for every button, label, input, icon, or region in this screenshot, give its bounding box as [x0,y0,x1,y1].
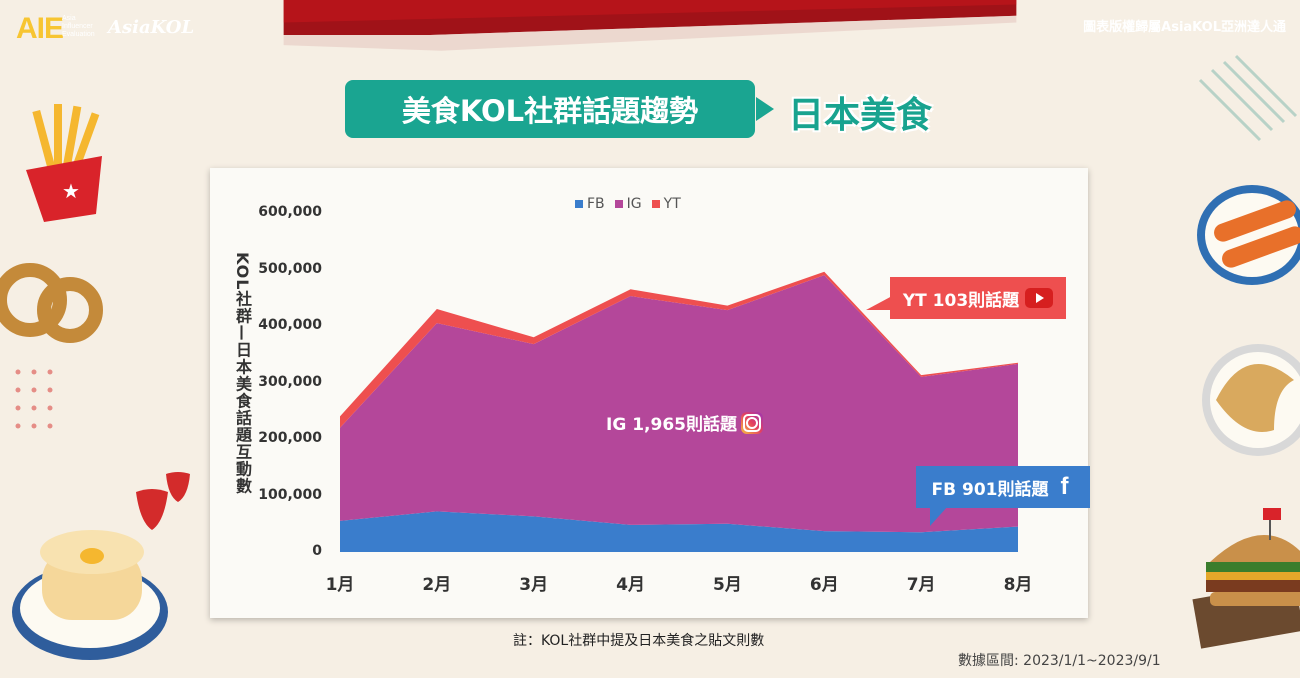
header-banner [283,0,1017,51]
facebook-icon: f [1060,473,1069,500]
yt-callout-tail [866,296,892,310]
legend-label-yt: YT [663,196,681,212]
stripe-circle-decoration [1198,54,1298,142]
y-tick-label: 300,000 [258,373,322,390]
y-tick-label: 600,000 [258,204,322,220]
x-tick-label: 4月 [616,575,645,595]
x-tick-label: 1月 [325,575,355,595]
chart-card [210,168,1088,618]
page-subtitle: 日本美食 [788,95,933,136]
x-tick-label: 7月 [906,575,936,595]
croissant-plate-icon [1202,344,1300,456]
y-tick-label: 400,000 [258,317,322,333]
fb-callout-tail [930,506,948,526]
fb-callout-text: FB 901則話題 [931,479,1049,500]
y-tick-label: 100,000 [258,486,322,503]
y-axis-label: KOL社群—日本美食話題互動數 [233,252,252,495]
youtube-icon [1025,288,1054,308]
x-tick-label: 5月 [713,575,742,595]
sausage-plate-icon [1197,185,1300,285]
instagram-icon [740,411,763,434]
copyright-text: 圖表版權歸屬AsiaKOL亞洲達人通 [1083,20,1286,35]
date-range: 數據區間: 2023/1/1~2023/9/1 [958,653,1161,669]
asiakol-logo: AsiaKOL [108,17,195,38]
x-tick-label: 2月 [422,575,452,595]
fries-icon: ★ [26,104,102,222]
ig-callout: IG 1,965則話題 [606,410,763,435]
yt-callout-text: YT 103則話題 [902,290,1020,311]
y-tick-label: 200,000 [258,430,322,446]
x-tick-label: 6月 [809,575,839,595]
chart-footnote: 註：KOL社群中提及日本美食之貼文則數 [513,633,765,649]
legend-label-ig: IG [626,196,642,212]
aie-logo-subtitle: Asia Influencer Evaluation [62,15,95,38]
pancake-icon [12,530,168,660]
yt-callout: YT 103則話題 [890,277,1066,319]
ig-callout-text: IG 1,965則話題 [606,415,737,435]
decorative-dots [15,369,53,429]
legend-swatch-fb [575,200,583,208]
aie-logo: AIE [16,12,64,45]
legend-item-ig: IG [614,196,642,212]
burger-icon [1192,508,1300,649]
x-tick-label: 8月 [1003,575,1033,595]
title-arrow-icon [756,97,774,121]
y-tick-label: 500,000 [258,260,322,277]
legend-item-yt: YT [651,196,681,212]
legend-swatch-yt [651,200,660,208]
strawberry-icon [136,472,190,530]
pretzel-icon [0,263,103,343]
legend-label-fb: FB [587,196,605,212]
page-title: 美食KOL社群話題趨勢 [345,80,755,138]
fb-callout: FB 901則話題 f [916,466,1090,508]
chart-legend: FB IG YT [575,196,681,212]
legend-item-fb: FB [575,196,605,212]
svg-text:★: ★ [62,179,80,203]
x-tick-label: 3月 [519,575,549,595]
y-tick-label: 0 [312,543,322,559]
legend-swatch-ig [614,200,623,208]
